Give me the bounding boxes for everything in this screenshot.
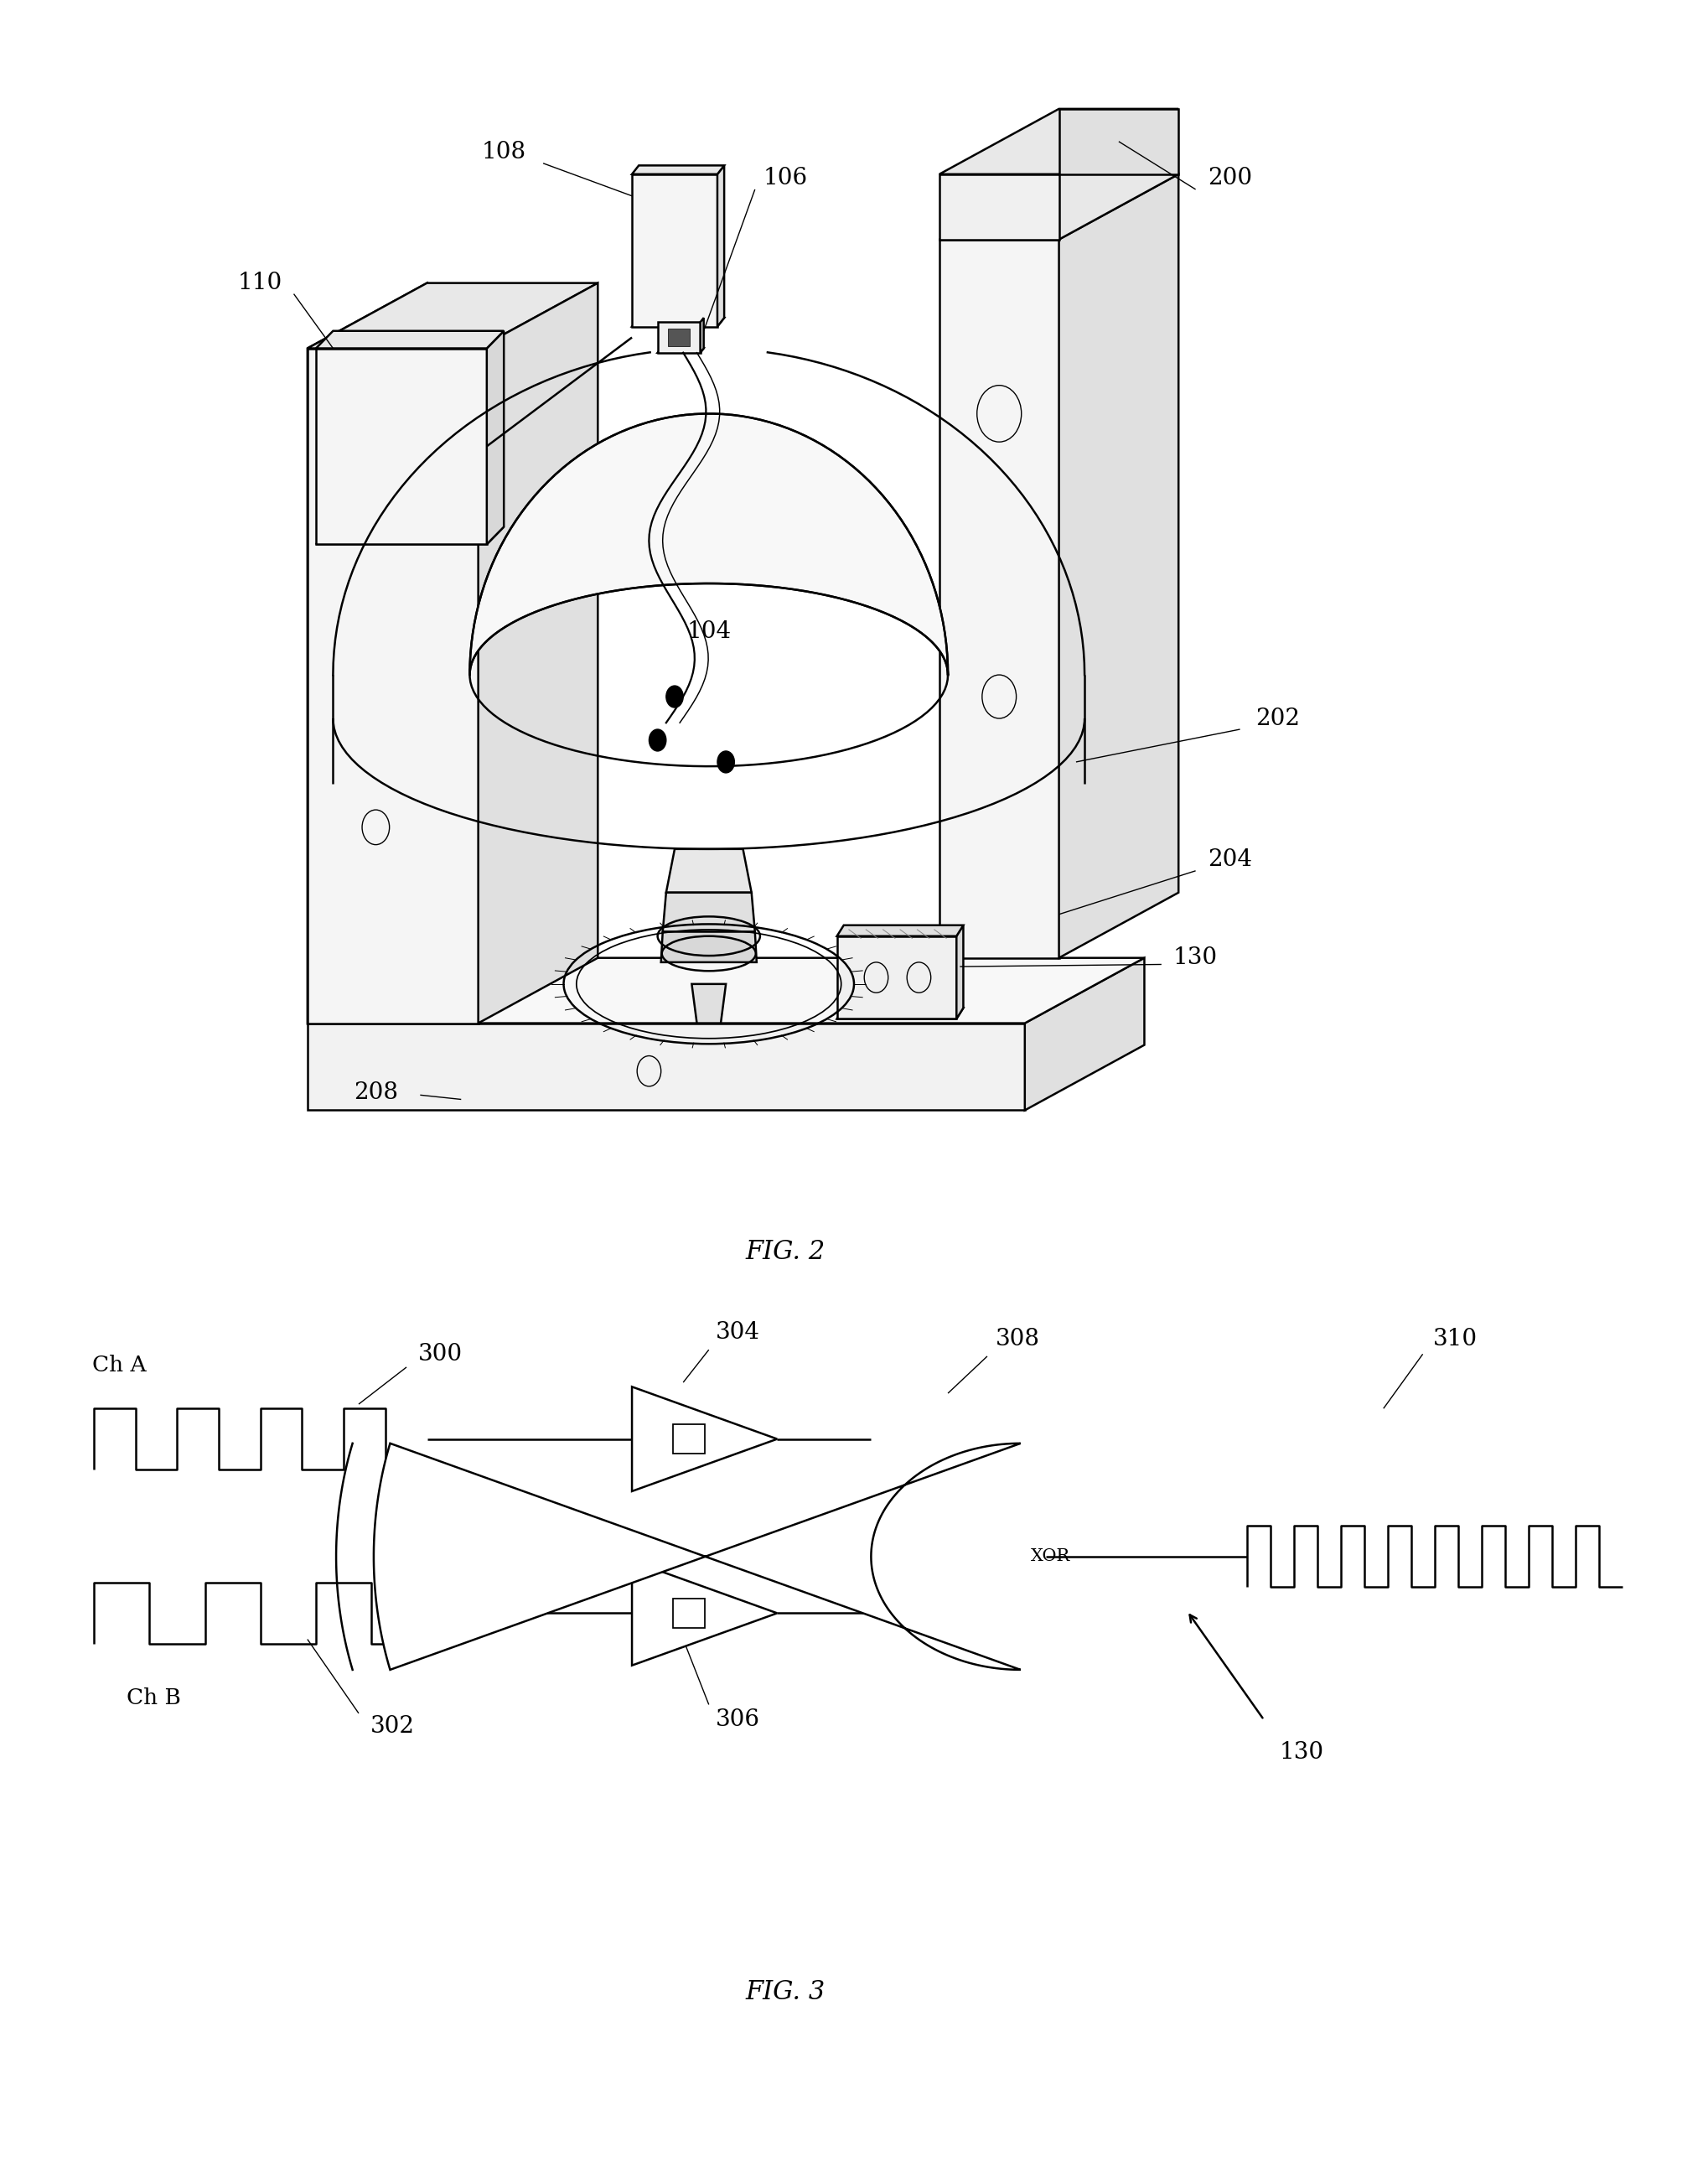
Polygon shape <box>307 283 598 348</box>
Text: 308: 308 <box>996 1328 1040 1350</box>
Bar <box>668 329 690 346</box>
Circle shape <box>649 729 666 751</box>
Text: 306: 306 <box>716 1709 760 1731</box>
Circle shape <box>666 686 683 708</box>
Polygon shape <box>307 958 1144 1023</box>
Text: Ch B: Ch B <box>126 1687 181 1709</box>
Polygon shape <box>661 932 757 962</box>
Polygon shape <box>316 527 504 544</box>
Text: 130: 130 <box>1279 1742 1324 1763</box>
Text: 208: 208 <box>354 1082 398 1104</box>
Polygon shape <box>316 348 487 544</box>
Text: FIG. 2: FIG. 2 <box>746 1239 825 1265</box>
Polygon shape <box>316 331 504 348</box>
Polygon shape <box>1025 958 1144 1110</box>
Polygon shape <box>956 925 963 1019</box>
Polygon shape <box>658 322 700 353</box>
Text: 204: 204 <box>1208 849 1252 871</box>
Text: 304: 304 <box>716 1321 760 1343</box>
Text: 108: 108 <box>482 142 526 163</box>
Polygon shape <box>939 109 1179 174</box>
Polygon shape <box>717 165 724 327</box>
Polygon shape <box>632 1387 777 1491</box>
Polygon shape <box>307 283 427 1023</box>
Polygon shape <box>487 331 504 544</box>
Text: 202: 202 <box>1255 708 1300 729</box>
Polygon shape <box>939 174 1059 239</box>
Polygon shape <box>692 984 726 1023</box>
Text: 310: 310 <box>1433 1328 1477 1350</box>
Polygon shape <box>658 348 704 353</box>
Bar <box>673 1424 704 1454</box>
Text: FIG. 3: FIG. 3 <box>746 1979 825 2005</box>
Polygon shape <box>1059 174 1179 958</box>
Text: 200: 200 <box>1208 168 1252 189</box>
Bar <box>673 1598 704 1628</box>
Polygon shape <box>632 174 717 327</box>
Text: 104: 104 <box>687 620 731 642</box>
Text: XOR: XOR <box>1030 1548 1071 1565</box>
Polygon shape <box>374 1443 1021 1670</box>
Polygon shape <box>1059 109 1179 174</box>
Polygon shape <box>307 348 478 1023</box>
Polygon shape <box>939 239 1059 958</box>
Polygon shape <box>632 1561 777 1665</box>
Polygon shape <box>307 1023 1025 1110</box>
Polygon shape <box>837 925 963 936</box>
Polygon shape <box>939 174 1179 239</box>
Polygon shape <box>700 318 704 353</box>
Text: 130: 130 <box>1173 947 1218 969</box>
Text: 106: 106 <box>763 168 808 189</box>
Text: 300: 300 <box>418 1343 463 1365</box>
Polygon shape <box>837 1008 963 1019</box>
Polygon shape <box>663 893 755 932</box>
Polygon shape <box>632 318 724 327</box>
Polygon shape <box>470 414 948 675</box>
Text: 110: 110 <box>237 272 282 294</box>
Text: Ch A: Ch A <box>92 1354 147 1376</box>
Circle shape <box>717 751 734 773</box>
Polygon shape <box>478 283 598 1023</box>
Text: 302: 302 <box>371 1715 415 1737</box>
Polygon shape <box>632 165 724 174</box>
Polygon shape <box>837 936 956 1019</box>
Polygon shape <box>666 849 752 893</box>
